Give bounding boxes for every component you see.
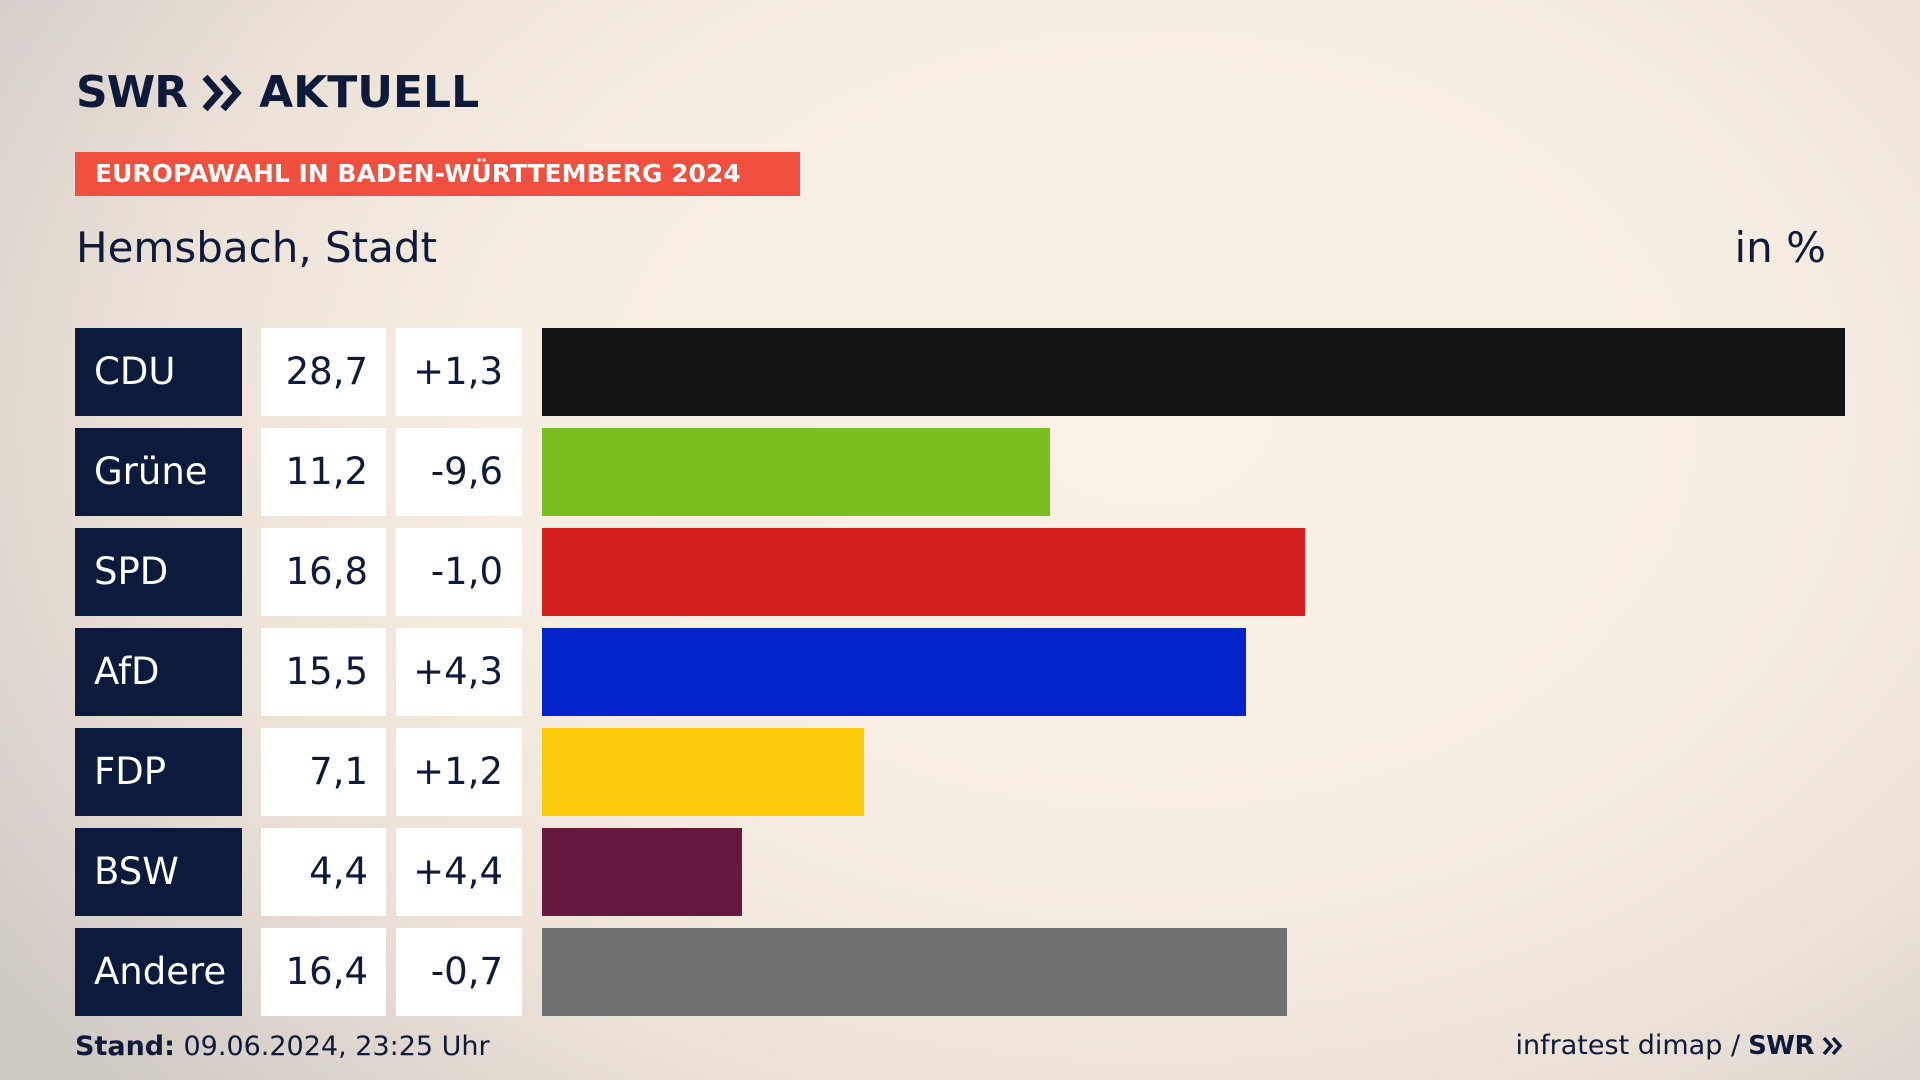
- result-row: CDU 28,7 +1,3: [75, 328, 1845, 416]
- double-chevron-right-icon: [1822, 1036, 1843, 1056]
- party-label: Grüne: [75, 428, 242, 516]
- swr-aktuell-logo: SWR AKTUELL: [76, 68, 479, 118]
- party-label: CDU: [75, 328, 242, 416]
- vote-share-value: 11,2: [261, 428, 386, 516]
- party-label: AfD: [75, 628, 242, 716]
- logo-swr-text: SWR: [76, 67, 188, 118]
- result-bar: [542, 728, 864, 816]
- logo-aktuell-text: AKTUELL: [259, 67, 480, 118]
- vote-change-value: +4,3: [396, 628, 522, 716]
- result-bar: [542, 428, 1050, 516]
- election-banner: EUROPAWAHL IN BADEN-WÜRTTEMBERG 2024: [75, 152, 800, 196]
- vote-share-value: 28,7: [261, 328, 386, 416]
- result-row: AfD 15,5 +4,3: [75, 628, 1845, 716]
- timestamp-value: 09.06.2024, 23:25 Uhr: [174, 1031, 490, 1062]
- vote-share-value: 7,1: [261, 728, 386, 816]
- result-row: Andere 16,4 -0,7: [75, 928, 1845, 1016]
- vote-share-value: 4,4: [261, 828, 386, 916]
- results-bar-chart: CDU 28,7 +1,3 Grüne 11,2 -9,6 SPD 16,8 -1,0 AfD 15…: [75, 328, 1845, 1016]
- source-text: infratest dimap /: [1515, 1030, 1741, 1061]
- party-label: Andere: [75, 928, 242, 1016]
- vote-change-value: -1,0: [396, 528, 522, 616]
- party-label: FDP: [75, 728, 242, 816]
- vote-change-value: +1,2: [396, 728, 522, 816]
- vote-share-value: 16,8: [261, 528, 386, 616]
- source-credit: infratest dimap / SWR: [1516, 1028, 1844, 1064]
- result-bar: [542, 828, 742, 916]
- party-label: BSW: [75, 828, 242, 916]
- vote-change-value: +1,3: [396, 328, 522, 416]
- result-row: SPD 16,8 -1,0: [75, 528, 1845, 616]
- vote-share-value: 15,5: [261, 628, 386, 716]
- result-row: FDP 7,1 +1,2: [75, 728, 1845, 816]
- vote-share-value: 16,4: [261, 928, 386, 1016]
- result-bar: [542, 628, 1246, 716]
- source-swr-logo: SWR: [1748, 1031, 1814, 1061]
- result-row: BSW 4,4 +4,4: [75, 828, 1845, 916]
- location-title: Hemsbach, Stadt: [76, 223, 438, 272]
- timestamp: Stand: 09.06.2024, 23:25 Uhr: [75, 1030, 490, 1064]
- vote-change-value: -0,7: [396, 928, 522, 1016]
- result-bar: [542, 928, 1287, 1016]
- result-row: Grüne 11,2 -9,6: [75, 428, 1845, 516]
- unit-label: in %: [1734, 223, 1826, 272]
- timestamp-label: Stand:: [75, 1031, 175, 1062]
- result-bar: [542, 328, 1845, 416]
- vote-change-value: -9,6: [396, 428, 522, 516]
- party-label: SPD: [75, 528, 242, 616]
- vote-change-value: +4,4: [396, 828, 522, 916]
- result-bar: [542, 528, 1305, 616]
- double-chevron-right-icon: [202, 74, 242, 112]
